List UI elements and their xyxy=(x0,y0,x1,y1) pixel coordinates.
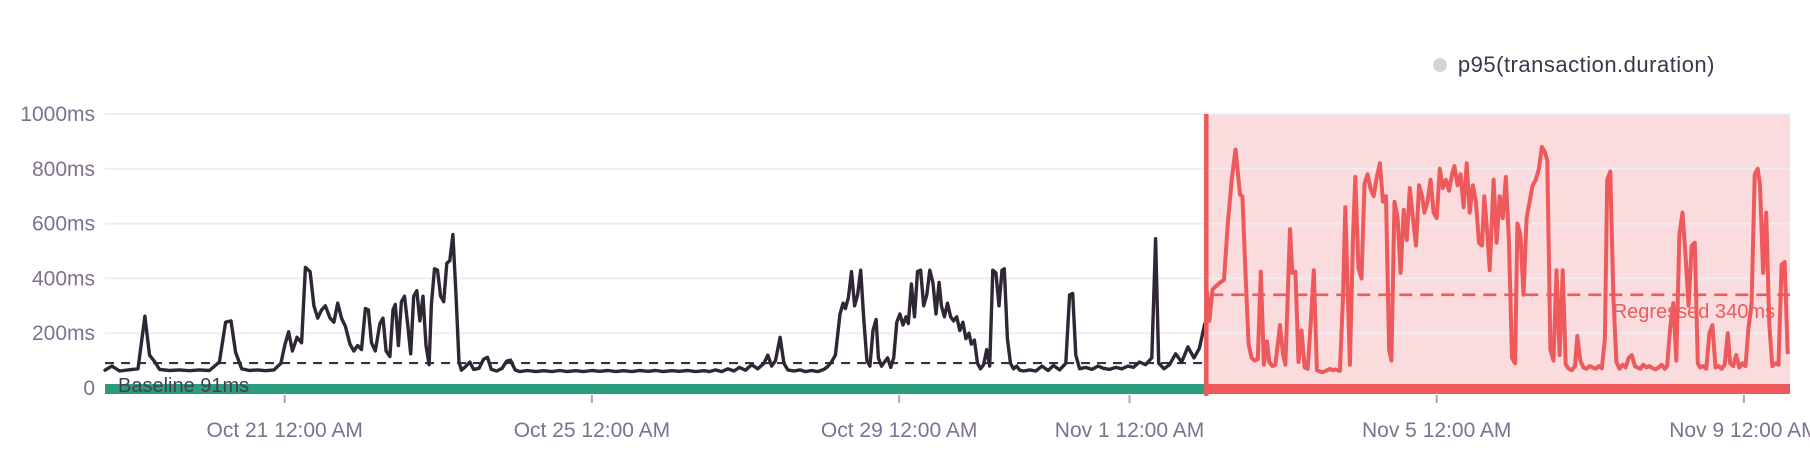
series-baseline[interactable] xyxy=(103,232,1207,374)
legend[interactable]: p95(transaction.duration) xyxy=(1432,52,1715,78)
y-axis-label-0: 0 xyxy=(83,377,95,400)
y-axis-label-1000: 1000ms xyxy=(20,103,95,126)
regression-region xyxy=(1206,114,1790,394)
legend-marker-icon xyxy=(1432,58,1447,72)
x-axis-label: Nov 5 12:00 AM xyxy=(1362,419,1511,442)
regressed-period-bar xyxy=(1206,384,1790,394)
y-axis-label-800: 800ms xyxy=(32,158,95,181)
y-axis-label-400: 400ms xyxy=(32,267,95,290)
y-axis-label-600: 600ms xyxy=(32,213,95,236)
x-axis-label: Oct 21 12:00 AM xyxy=(206,419,362,442)
x-axis-label: Nov 9 12:00 AM xyxy=(1669,419,1810,442)
x-axis-label: Nov 1 12:00 AM xyxy=(1055,419,1204,442)
x-axis-label: Oct 29 12:00 AM xyxy=(821,419,977,442)
legend-label: p95(transaction.duration) xyxy=(1457,52,1715,77)
baseline-period-bar xyxy=(105,384,1205,394)
x-axis-label: Oct 25 12:00 AM xyxy=(514,419,670,442)
y-axis-label-200: 200ms xyxy=(32,322,95,345)
series-regressed[interactable] xyxy=(1205,144,1790,375)
